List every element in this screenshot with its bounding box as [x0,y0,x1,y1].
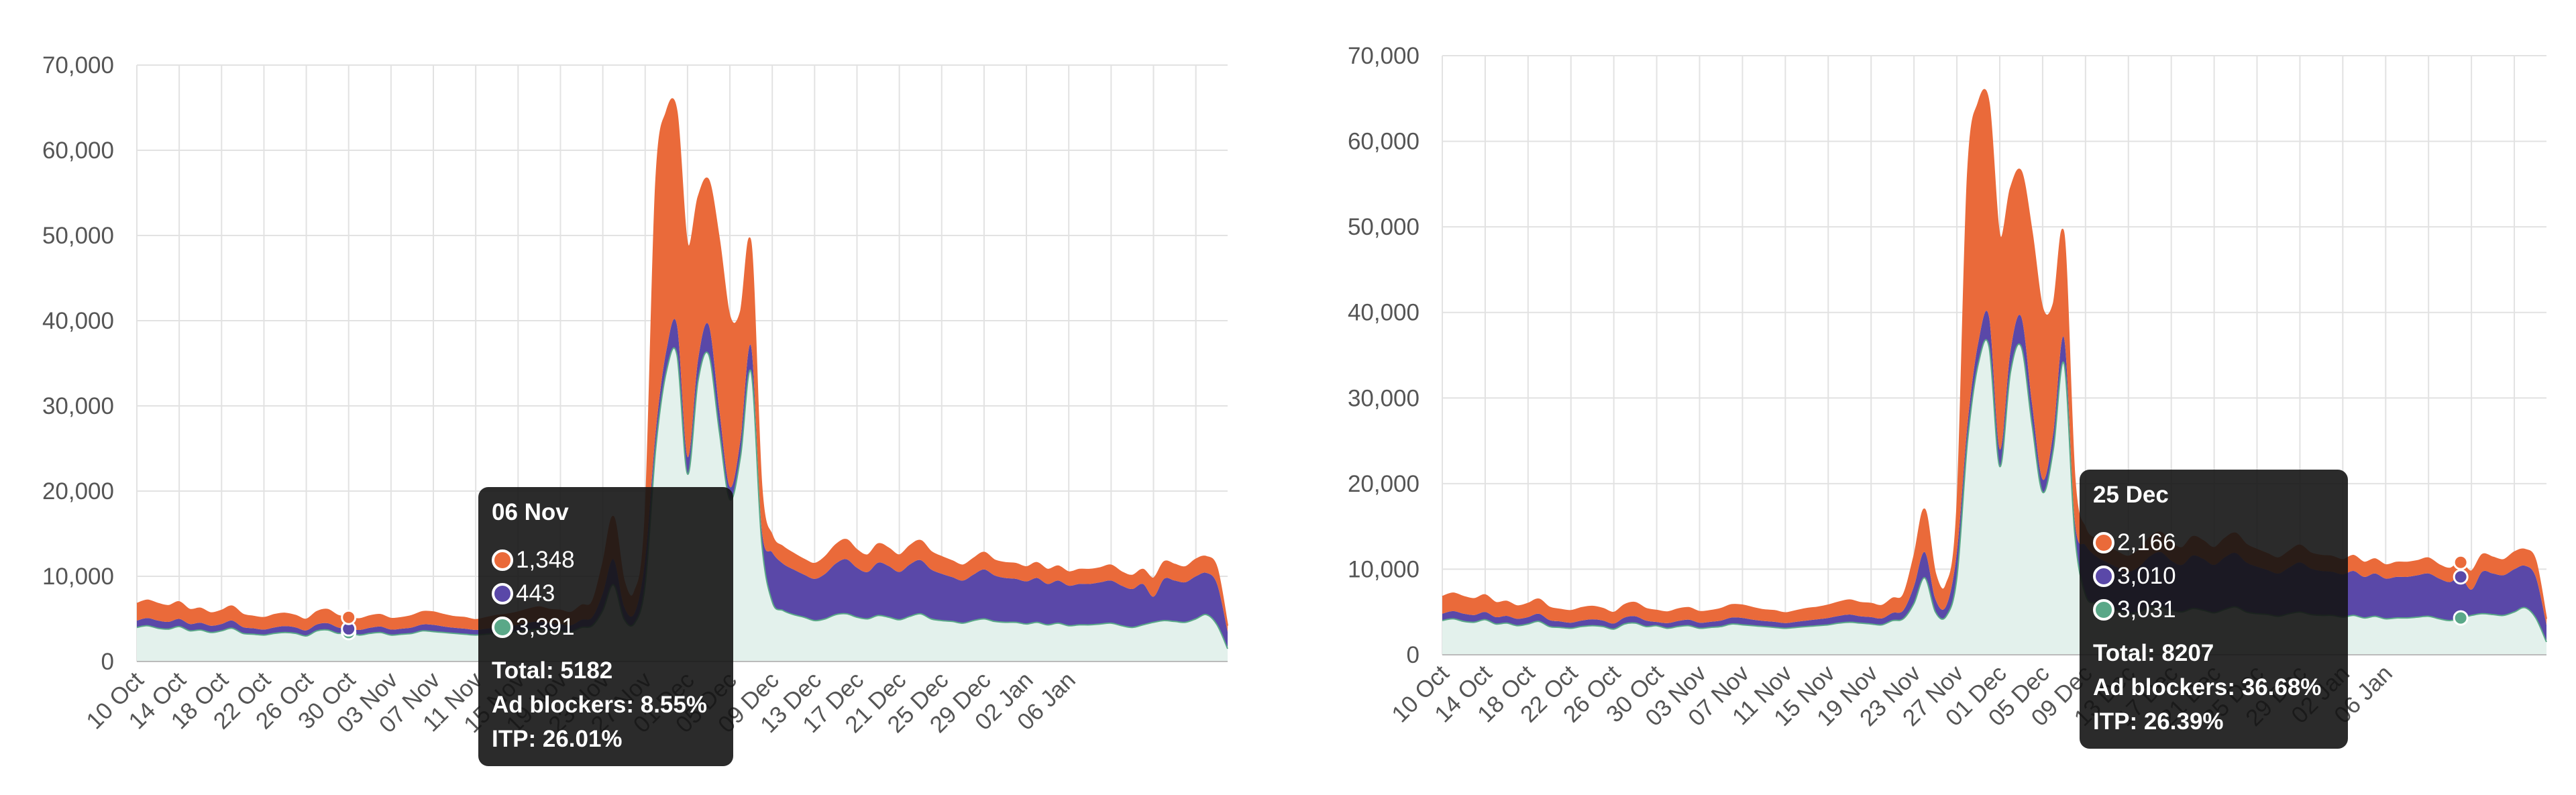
y-tick-label: 70,000 [1348,43,1419,69]
y-tick-label: 60,000 [42,138,114,164]
line-itp [136,347,1228,649]
chart-right: 0 10,000 20,000 30,000 40,000 50,000 60,000 70,… [1348,43,2547,731]
area-other [137,99,1228,632]
line-other [136,98,1228,626]
line-other [1442,89,2547,619]
tooltip-value-adblock: 3,010 [2117,563,2176,589]
series-other-swatch [492,549,513,571]
line-itp [1442,339,2547,643]
y-tick-label: 60,000 [1348,129,1419,155]
tooltip-itp-pct: ITP: 26.39% [2093,708,2224,735]
area-itp [1442,339,2546,655]
tooltip-row-itp: 3,391 [492,611,720,644]
y-tick-label: 40,000 [1348,300,1419,326]
marker-other [2453,554,2469,570]
y-tick-label: 50,000 [42,223,114,249]
y-tick-label: 30,000 [42,393,114,419]
tooltip-date: 25 Dec [2093,482,2169,508]
y-tick-label: 20,000 [42,478,114,505]
y-tick-label: 20,000 [1348,471,1419,497]
y-tick-label: 40,000 [42,308,114,334]
tooltip-right: 25 Dec 2,166 3,010 3,031 Total: 8207 Ad … [2080,470,2348,749]
tooltip-total: Total: 5182 [492,657,613,684]
y-tick-label: 50,000 [1348,214,1419,240]
area-adblock [137,319,1228,649]
tooltip-date: 06 Nov [492,499,569,525]
marker-adblock [2453,569,2469,585]
series-itp-swatch [2093,599,2114,621]
marker-itp [2453,610,2469,626]
tooltip-adblock-pct: Ad blockers: 8.55% [492,692,707,718]
y-tick-label: 10,000 [1348,556,1419,582]
tooltip-row-itp: 3,031 [2093,593,2334,627]
area-adblock [1442,311,2546,642]
tooltip-total: Total: 8207 [2093,640,2214,666]
y-tick-label: 0 [101,649,114,675]
area-other [1442,89,2546,625]
tooltip-adblock-pct: Ad blockers: 36.68% [2093,674,2322,700]
y-tick-label: 10,000 [42,564,114,590]
series-adblock-swatch [492,583,513,604]
series-itp-swatch [492,617,513,638]
tooltip-row-other: 1,348 [492,543,720,577]
tooltip-value-other: 2,166 [2117,529,2176,555]
tooltip-left: 06 Nov 1,348 443 3,391 Total: 5182 Ad bl… [478,487,733,766]
tooltip-row-adblock: 3,010 [2093,560,2334,593]
tooltip-row-other: 2,166 [2093,526,2334,560]
y-tick-label: 0 [1407,642,1419,668]
tooltip-value-itp: 3,031 [2117,596,2176,623]
tooltip-row-adblock: 443 [492,577,720,611]
series-other-swatch [2093,532,2114,553]
y-tick-label: 70,000 [42,52,114,78]
y-tick-label: 30,000 [1348,385,1419,411]
tooltip-value-itp: 3,391 [516,614,575,640]
tooltip-value-other: 1,348 [516,547,575,573]
series-adblock-swatch [2093,566,2114,587]
tooltip-itp-pct: ITP: 26.01% [492,726,623,752]
tooltip-value-adblock: 443 [516,580,555,606]
marker-other [341,609,357,625]
